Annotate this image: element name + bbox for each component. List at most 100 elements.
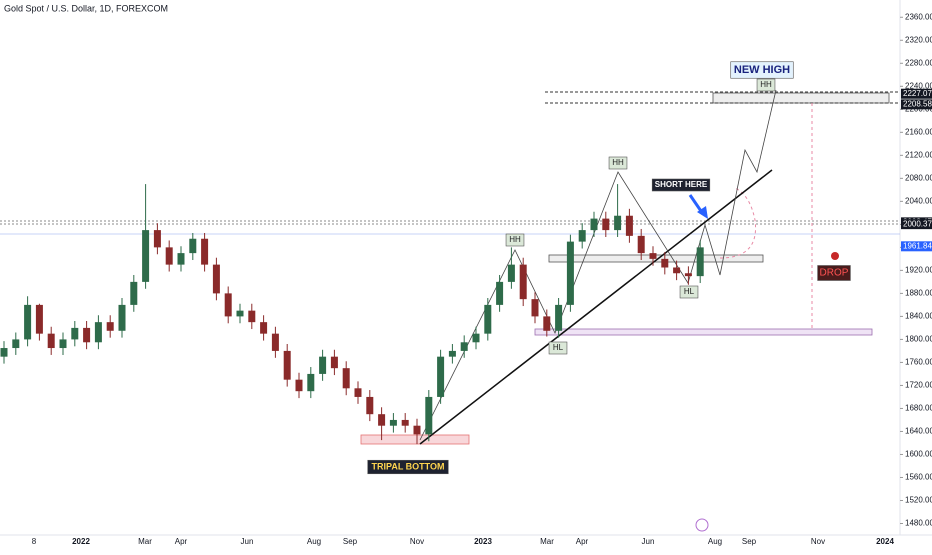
- candle-body: [472, 333, 480, 343]
- candle-body: [130, 281, 138, 305]
- annotation: HH: [760, 80, 772, 89]
- y-tick-label: 2040.00: [905, 196, 932, 205]
- x-tick-label: Jun: [642, 537, 655, 546]
- candle-body: [448, 350, 456, 357]
- price-label-bg: [901, 99, 932, 110]
- candle-body: [413, 425, 421, 435]
- x-tick-label: Apr: [576, 537, 589, 546]
- price-label: 2208.58: [903, 99, 932, 108]
- arrow-head: [697, 206, 708, 219]
- candle-body: [696, 247, 704, 277]
- candle-body: [142, 230, 150, 282]
- candle-body: [602, 218, 610, 231]
- x-tick-label: Mar: [138, 537, 152, 546]
- y-tick-label: 2080.00: [905, 173, 932, 182]
- target-zone: [712, 92, 890, 104]
- candle-body: [673, 267, 681, 274]
- candle-body: [248, 310, 256, 323]
- candle-body: [460, 342, 468, 351]
- annotation-box: [679, 285, 699, 299]
- candle-body: [484, 304, 492, 334]
- annotation-box: [505, 233, 525, 247]
- candle-body: [271, 333, 279, 351]
- annotation: HH: [612, 158, 624, 167]
- candle-body: [59, 339, 67, 349]
- y-tick-label: 1800.00: [905, 335, 932, 344]
- chart-title: Gold Spot / U.S. Dollar, 1D, FOREXCOM: [4, 3, 168, 13]
- y-tick-label: 1840.00: [905, 312, 932, 321]
- x-tick-label: Sep: [343, 537, 358, 546]
- candle-body: [590, 218, 598, 231]
- x-tick-label: Aug: [307, 537, 321, 546]
- candle-body: [519, 264, 527, 300]
- candle-body: [71, 327, 79, 340]
- price-label-bg: [901, 219, 932, 230]
- candle-body: [531, 299, 539, 317]
- x-tick-label: 2022: [72, 537, 90, 546]
- candle-body: [614, 215, 622, 231]
- candle-body: [543, 316, 551, 331]
- annotation-box: [548, 341, 568, 355]
- annotation-box: [608, 156, 628, 170]
- candle-body: [35, 304, 43, 334]
- y-tick-label: 2240.00: [905, 81, 932, 90]
- annotation-box: [817, 265, 851, 281]
- y-tick-label: 1560.00: [905, 473, 932, 482]
- x-tick-label: 2023: [474, 537, 492, 546]
- candle-body: [637, 235, 645, 254]
- candle-body: [106, 322, 114, 331]
- y-tick-label: 1720.00: [905, 381, 932, 390]
- candle-body: [224, 293, 232, 317]
- candle-body: [625, 215, 633, 236]
- annotation: NEW HIGH: [734, 64, 790, 76]
- annotation-box: [756, 78, 776, 92]
- candle-body: [83, 327, 91, 343]
- support-zone: [360, 434, 470, 445]
- cherry-icon: [831, 252, 839, 260]
- candle-body: [201, 238, 209, 265]
- x-tick-label: Apr: [175, 537, 188, 546]
- candle-body: [437, 356, 445, 397]
- y-tick-label: 2320.00: [905, 35, 932, 44]
- candle-body: [236, 310, 244, 317]
- price-label: 2227.07: [903, 89, 932, 98]
- candle-body: [153, 230, 161, 248]
- price-label-bg: [901, 88, 932, 99]
- candle-body: [47, 333, 55, 349]
- candle-body: [401, 419, 409, 426]
- y-tick-label: 2280.00: [905, 58, 932, 67]
- candle-body: [366, 396, 374, 415]
- x-tick-label: Mar: [540, 537, 554, 546]
- candle-body: [12, 339, 20, 349]
- candle-body: [578, 230, 586, 242]
- candle-body: [425, 396, 433, 435]
- annotation: HH: [509, 235, 521, 244]
- price-label: 2000.37: [903, 219, 932, 228]
- candle-body: [330, 356, 338, 369]
- candle-body: [189, 238, 197, 254]
- y-tick-label: 2160.00: [905, 127, 932, 136]
- price-label: 1961.84: [903, 241, 932, 250]
- annotation: HL: [553, 343, 564, 352]
- candle-body: [566, 241, 574, 305]
- candle-body: [661, 258, 669, 268]
- support-zone: [534, 328, 873, 336]
- y-tick-label: 1480.00: [905, 519, 932, 528]
- candle-body: [307, 373, 315, 392]
- annotation-box: [367, 459, 449, 475]
- candle-body: [342, 368, 350, 389]
- x-tick-label: 8: [32, 537, 37, 546]
- y-tick-label: 1920.00: [905, 265, 932, 274]
- zigzag: [419, 89, 777, 441]
- candle-body: [0, 348, 8, 357]
- annotation-box: [651, 178, 711, 192]
- y-tick-label: 1760.00: [905, 358, 932, 367]
- y-tick-label: 1600.00: [905, 450, 932, 459]
- candle-body: [94, 322, 102, 343]
- candle-body: [555, 304, 563, 331]
- x-tick-label: Nov: [811, 537, 825, 546]
- candle-body: [118, 304, 126, 331]
- y-tick-label: 1640.00: [905, 427, 932, 436]
